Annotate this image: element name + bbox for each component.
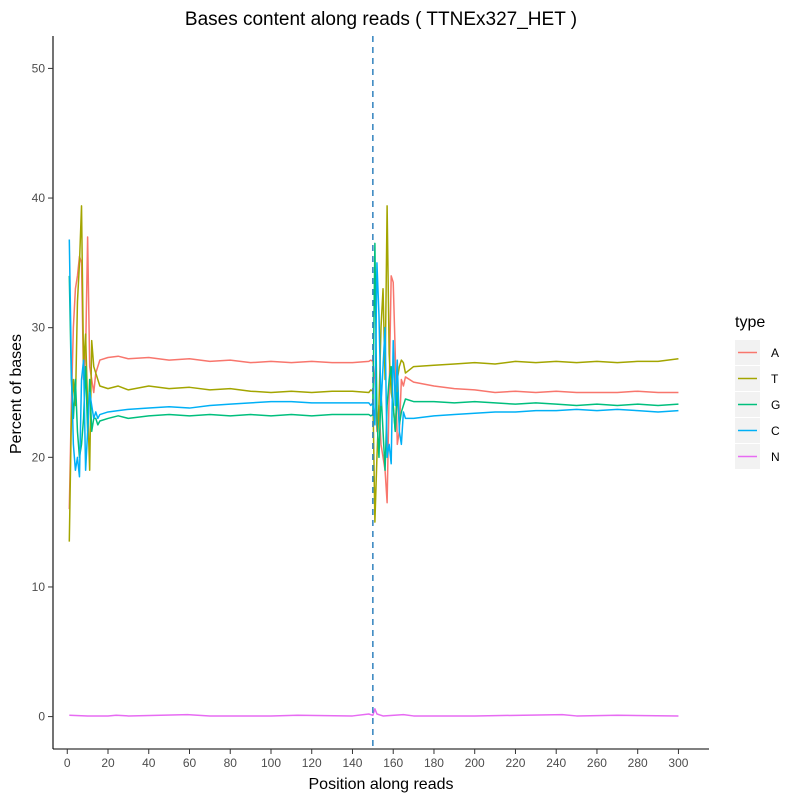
x-tick-label: 220: [505, 756, 525, 770]
x-axis-ticks: 0 20 40 60 80 100 120 140 160 180 200 220 240 260 280 3…: [64, 749, 689, 770]
x-tick-label: 20: [101, 756, 115, 770]
x-tick-label: 0: [64, 756, 71, 770]
x-tick-label: 180: [424, 756, 444, 770]
legend-label-n: N: [771, 450, 780, 464]
legend-label-g: G: [771, 398, 780, 412]
x-axis-title: Position along reads: [309, 776, 454, 793]
y-axis-title: Percent of bases: [8, 334, 25, 454]
x-tick-label: 280: [628, 756, 648, 770]
x-tick-label: 140: [342, 756, 362, 770]
x-tick-label: 200: [465, 756, 485, 770]
series-line-n: [69, 708, 679, 717]
series-line-a: [68, 236, 679, 510]
x-tick-label: 40: [142, 756, 156, 770]
x-tick-label: 60: [183, 756, 197, 770]
y-tick-label: 40: [32, 191, 46, 205]
x-tick-label: 260: [587, 756, 607, 770]
x-tick-label: 80: [224, 756, 238, 770]
y-tick-label: 30: [32, 321, 46, 335]
y-tick-label: 0: [38, 710, 45, 724]
legend-label-c: C: [771, 424, 780, 438]
series-line-t: [68, 205, 679, 542]
y-tick-label: 10: [32, 580, 46, 594]
x-tick-label: 120: [302, 756, 322, 770]
series-line-c: [68, 239, 679, 478]
y-axis-ticks: 0 10 20 30 40 50: [32, 61, 53, 724]
legend-title: type: [735, 314, 765, 331]
x-tick-label: 160: [383, 756, 403, 770]
chart-title: Bases content along reads ( TTNEx327_HET…: [185, 9, 577, 30]
legend-label-t: T: [771, 372, 779, 386]
y-tick-label: 20: [32, 450, 46, 464]
x-tick-label: 300: [668, 756, 688, 770]
legend-label-a: A: [771, 346, 779, 360]
plot-area: [68, 36, 679, 749]
y-tick-label: 50: [32, 61, 46, 75]
x-tick-label: 100: [261, 756, 281, 770]
x-tick-label: 240: [546, 756, 566, 770]
